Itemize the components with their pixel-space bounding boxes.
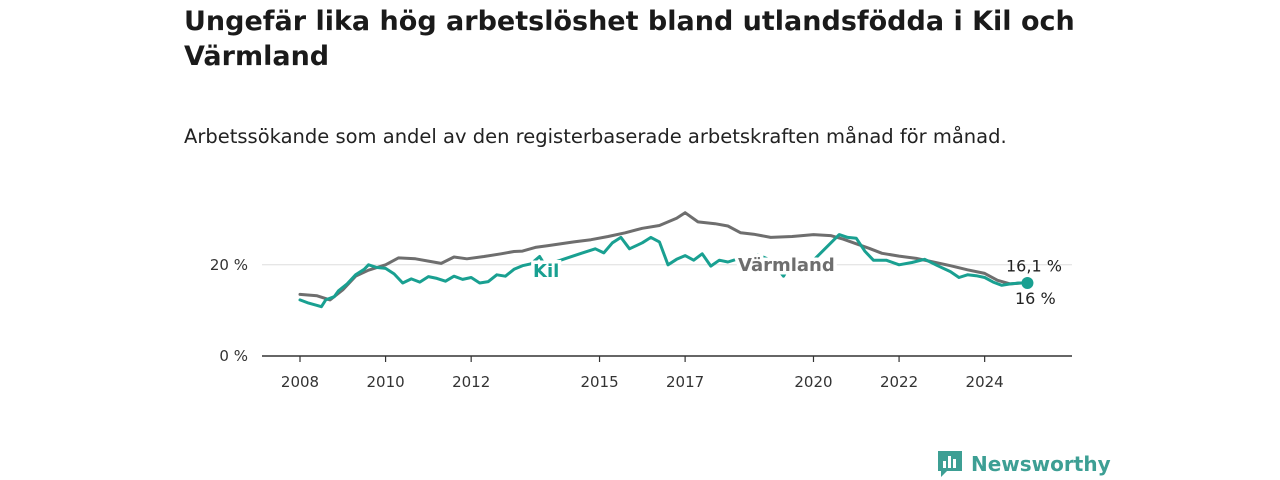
series-line-kil xyxy=(298,233,1029,309)
brand-logo: Newsworthy xyxy=(937,448,1111,480)
x-tick-label: 2008 xyxy=(281,373,319,391)
end-label-kil: 16 % xyxy=(1015,289,1056,308)
series-label-kil: Kil xyxy=(533,261,559,282)
series-label-varmland: Värmland xyxy=(738,255,835,276)
newsworthy-logo-icon xyxy=(938,451,962,477)
y-tick-label: 0 % xyxy=(219,347,248,365)
x-tick-label: 2010 xyxy=(366,373,404,391)
y-tick-label: 20 % xyxy=(210,256,248,274)
end-point-marker xyxy=(1021,277,1034,289)
x-tick-label: 2015 xyxy=(580,373,618,391)
series-line-vrmland xyxy=(298,211,1029,302)
chart-title: Ungefär lika hög arbetslöshet bland utla… xyxy=(184,6,1075,72)
x-tick-label: 2020 xyxy=(794,373,832,391)
brand-name: Newsworthy xyxy=(971,452,1111,476)
x-tick-label: 2017 xyxy=(666,373,704,391)
x-tick-label: 2024 xyxy=(966,373,1004,391)
end-label-varmland: 16,1 % xyxy=(1006,257,1062,276)
chart-subtitle: Arbetssökande som andel av den registerb… xyxy=(184,125,1007,148)
x-tick-label: 2012 xyxy=(452,373,490,391)
x-tick-label: 2022 xyxy=(880,373,918,391)
